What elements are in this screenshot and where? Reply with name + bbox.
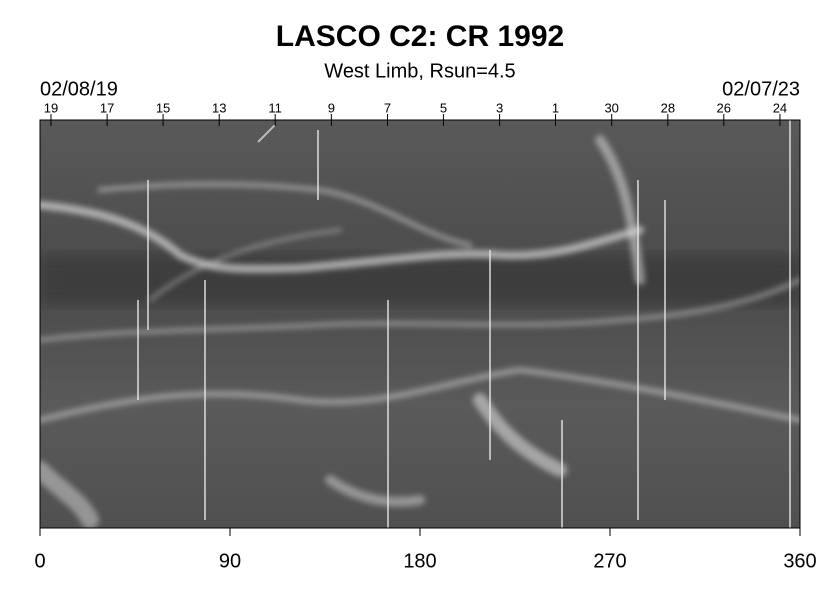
x-tick-label: 0: [34, 550, 45, 572]
top-tick-label: 15: [156, 100, 170, 115]
top-tick-label: 26: [717, 100, 731, 115]
x-tick-label: 180: [403, 550, 436, 572]
start-date: 02/08/19: [40, 78, 118, 100]
top-tick-label: 28: [661, 100, 675, 115]
x-tick-label: 270: [593, 550, 626, 572]
top-tick-label: 30: [604, 100, 618, 115]
top-tick-label: 13: [212, 100, 226, 115]
chart-subtitle: West Limb, Rsun=4.5: [324, 60, 515, 82]
top-tick-label: 5: [440, 100, 447, 115]
top-tick-label: 17: [100, 100, 114, 115]
end-date: 02/07/23: [722, 78, 800, 100]
synoptic-image: [40, 120, 800, 528]
top-tick-label: 3: [496, 100, 503, 115]
chart-title: LASCO C2: CR 1992: [276, 20, 564, 53]
top-tick-label: 9: [328, 100, 335, 115]
top-tick-label: 19: [44, 100, 58, 115]
top-tick-label: 24: [773, 100, 787, 115]
top-tick-label: 1: [552, 100, 559, 115]
top-tick-label: 7: [384, 100, 391, 115]
top-tick-label: 11: [268, 100, 282, 115]
x-tick-label: 360: [783, 550, 816, 572]
x-tick-label: 90: [219, 550, 241, 572]
